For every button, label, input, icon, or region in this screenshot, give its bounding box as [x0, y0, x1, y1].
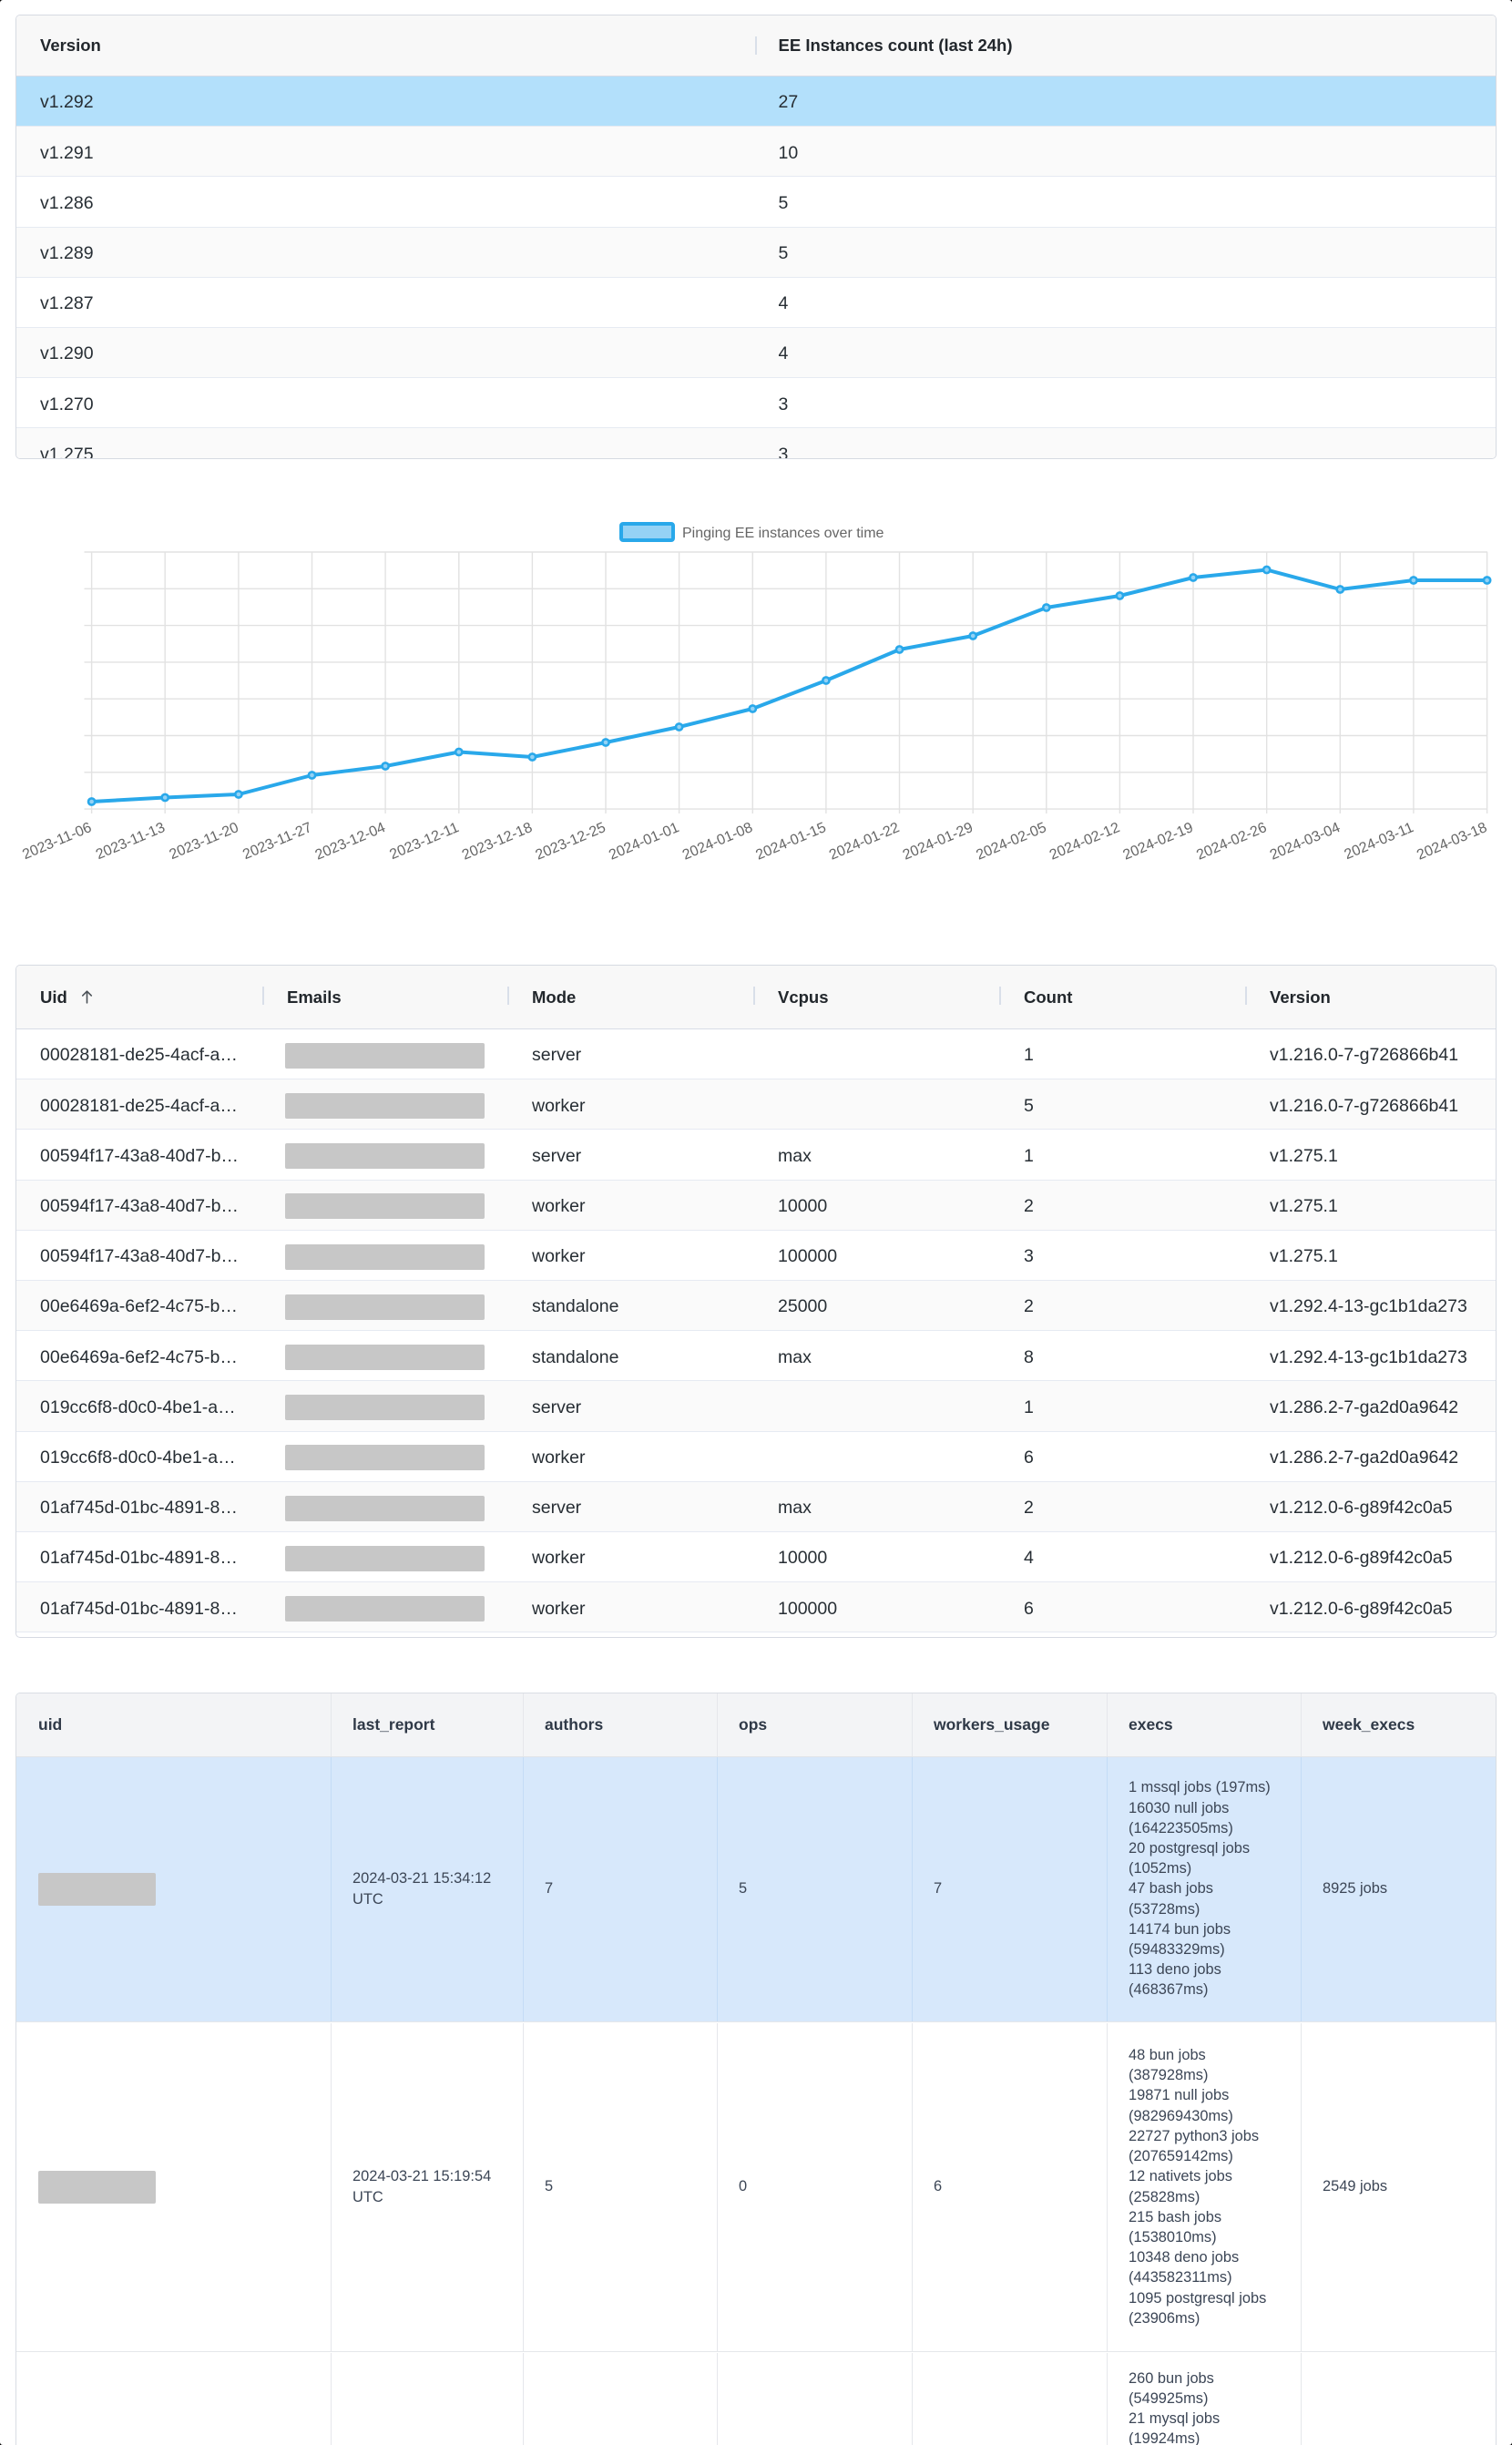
svg-text:2024-01-01: 2024-01-01: [607, 820, 681, 864]
svg-text:2023-11-06: 2023-11-06: [20, 820, 94, 863]
svg-text:2024-03-18: 2024-03-18: [1415, 820, 1489, 864]
svg-text:2024-03-11: 2024-03-11: [1343, 820, 1416, 863]
svg-text:2024-01-29: 2024-01-29: [901, 820, 976, 864]
svg-text:2024-02-05: 2024-02-05: [974, 820, 1048, 864]
svg-text:2024-03-04: 2024-03-04: [1268, 820, 1343, 864]
svg-text:2024-01-22: 2024-01-22: [827, 820, 902, 864]
svg-text:2023-12-04: 2023-12-04: [313, 820, 388, 864]
svg-text:2024-02-12: 2024-02-12: [1047, 820, 1122, 864]
svg-text:2023-12-11: 2023-12-11: [387, 820, 461, 863]
svg-text:2024-02-26: 2024-02-26: [1194, 820, 1269, 864]
svg-text:2023-11-20: 2023-11-20: [168, 820, 241, 863]
svg-text:2023-11-27: 2023-11-27: [240, 820, 314, 863]
svg-text:2023-12-25: 2023-12-25: [534, 820, 608, 864]
svg-text:2023-12-18: 2023-12-18: [460, 820, 535, 864]
svg-text:2023-11-13: 2023-11-13: [94, 820, 168, 863]
svg-text:2024-01-15: 2024-01-15: [753, 820, 828, 864]
svg-text:2024-02-19: 2024-02-19: [1121, 820, 1196, 864]
svg-text:2024-01-08: 2024-01-08: [680, 820, 755, 864]
svg-text:Pinging EE instances over time: Pinging EE instances over time: [682, 526, 884, 541]
